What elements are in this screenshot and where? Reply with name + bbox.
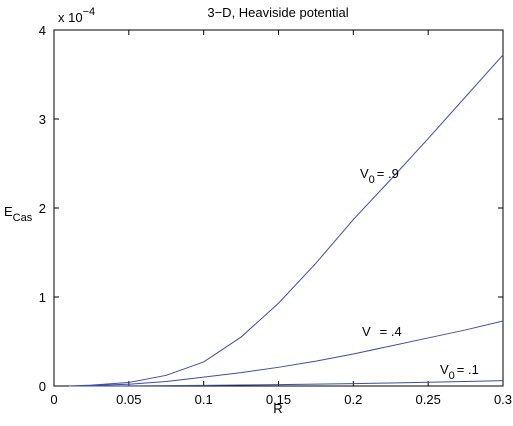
- label-rest: = .1: [457, 362, 479, 377]
- y-label-sub: Cas: [13, 212, 33, 224]
- multiplier-base: x 10: [58, 10, 83, 25]
- plot-frame: [53, 29, 504, 387]
- x-axis-label: R: [273, 401, 282, 416]
- x-tick-label: 0.3: [494, 392, 512, 407]
- label-rest: = .9: [377, 166, 399, 181]
- data-line: [68, 320, 504, 387]
- label-sub: 0: [449, 370, 455, 382]
- data-line: [68, 380, 504, 387]
- y-tick-label: 0: [39, 379, 46, 394]
- x-tick-label: 0.25: [416, 392, 441, 407]
- label-main: V: [440, 362, 449, 377]
- chart-title: 3−D, Heaviside potential: [207, 5, 348, 20]
- y-tick-label: 4: [39, 23, 46, 38]
- label-main: V: [362, 324, 371, 339]
- y-tick-label: 3: [39, 112, 46, 127]
- y-axis-label: ECas: [4, 204, 33, 224]
- label-main: V: [360, 166, 369, 181]
- y-tick-label: 1: [39, 290, 46, 305]
- x-tick-label: 0.2: [344, 392, 362, 407]
- curve-label: V = .4: [362, 324, 402, 339]
- y-label-main: E: [4, 204, 13, 219]
- multiplier-exp: −4: [83, 6, 96, 18]
- x-tick-label: 0.05: [116, 392, 141, 407]
- curve-label: V0 = .9: [360, 166, 399, 186]
- data-line: [68, 54, 504, 387]
- x-tick-label: 0.1: [195, 392, 213, 407]
- curve-label: V0 = .1: [440, 362, 479, 382]
- x-tick-label: 0: [50, 392, 57, 407]
- x-tick-label: 0.15: [266, 392, 291, 407]
- label-sub: 0: [369, 174, 375, 186]
- y-multiplier: x 10−4: [58, 6, 95, 25]
- label-rest: = .4: [380, 324, 402, 339]
- y-tick-label: 2: [39, 201, 46, 216]
